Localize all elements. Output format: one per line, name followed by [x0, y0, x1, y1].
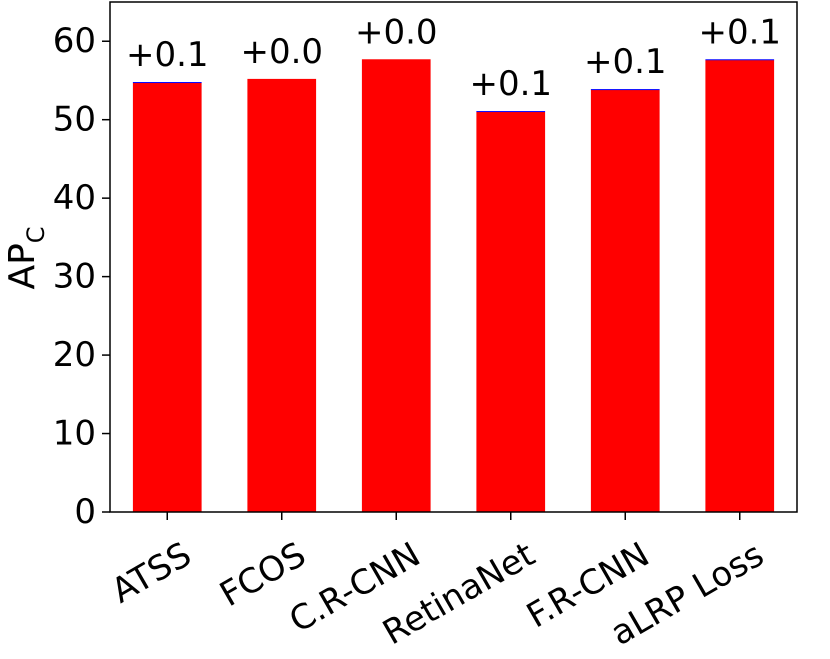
plot-area: +0.1ATSS+0.0FCOS+0.0C.R-CNN+0.1RetinaNet…	[53, 1, 798, 654]
y-tick-label-5: 50	[53, 100, 96, 140]
data-label-2: +0.0	[355, 12, 438, 52]
y-tick-label-0: 0	[74, 492, 96, 532]
bar-base-2	[361, 59, 431, 513]
y-tick-label-6: 60	[53, 21, 96, 61]
data-label-4: +0.1	[584, 42, 667, 82]
bar-increment-5	[705, 59, 775, 61]
y-tick-label-4: 40	[53, 178, 96, 218]
bar-base-1	[247, 78, 317, 513]
y-tick-label-2: 20	[53, 335, 96, 375]
bar-base-4	[590, 89, 660, 512]
plot-frame	[109, 1, 798, 513]
bar-increment-0	[132, 82, 202, 84]
bar-increment-4	[590, 89, 660, 91]
bar-base-0	[132, 82, 202, 513]
y-tick-label-3: 30	[53, 257, 96, 297]
y-tick-label-1: 10	[53, 414, 96, 454]
y-axis-title: APC	[2, 226, 50, 289]
bar-base-3	[476, 111, 546, 512]
data-label-1: +0.0	[240, 32, 323, 72]
x-tick-label-0: ATSS	[105, 535, 198, 612]
data-label-3: +0.1	[469, 64, 552, 104]
bar-increment-3	[476, 111, 546, 113]
data-label-0: +0.1	[126, 35, 209, 75]
data-label-5: +0.1	[698, 12, 781, 52]
bar-base-5	[705, 60, 775, 513]
